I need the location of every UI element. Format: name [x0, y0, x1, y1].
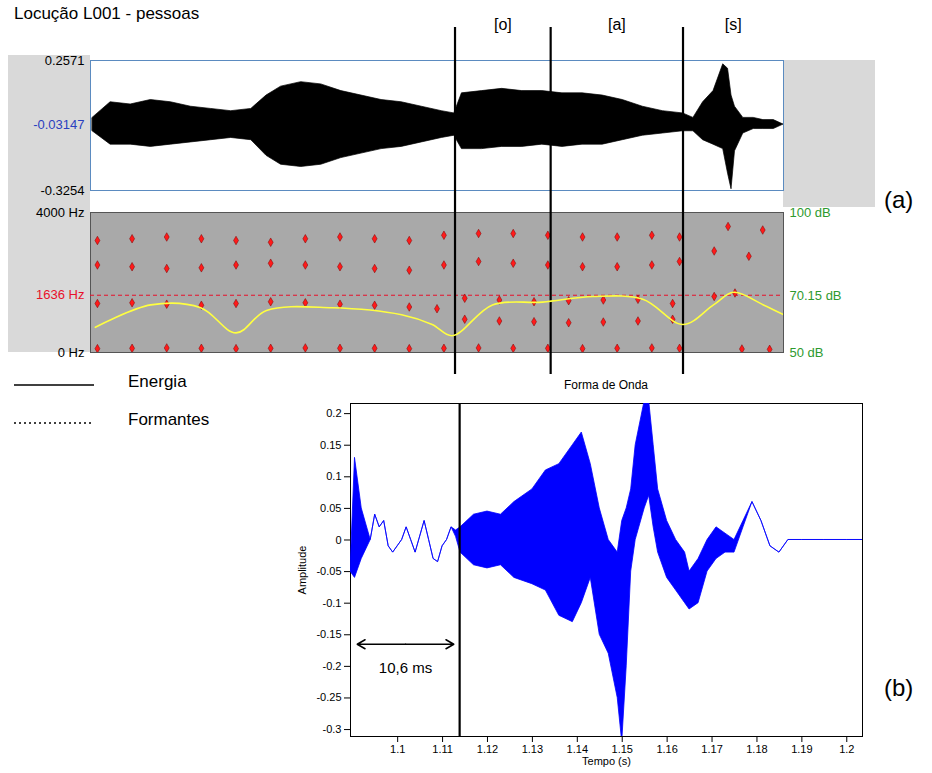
- html-text:Locução L001 - pessoas: Locução L001 - pessoas: [14, 4, 200, 23]
- svg-text:Tempo (s): Tempo (s): [582, 755, 631, 767]
- svg-text:1.11: 1.11: [432, 743, 453, 755]
- svg-text:1.18: 1.18: [746, 743, 767, 755]
- svg-text:[a]: [a]: [608, 16, 626, 33]
- svg-text:-0.2: -0.2: [323, 660, 342, 672]
- svg-text:0.15: 0.15: [320, 439, 341, 451]
- svg-text:0.2: 0.2: [326, 407, 341, 419]
- svg-text:1636 Hz: 1636 Hz: [36, 287, 84, 302]
- svg-text:1.15: 1.15: [612, 743, 633, 755]
- svg-text:-0.1: -0.1: [323, 597, 342, 609]
- svg-text:0: 0: [335, 534, 341, 546]
- svg-text:1.2: 1.2: [839, 743, 854, 755]
- svg-text:70.15 dB: 70.15 dB: [790, 288, 842, 303]
- html-text:(b): (b): [884, 674, 914, 701]
- svg-text:1.16: 1.16: [656, 743, 677, 755]
- html-text:(a): (a): [884, 186, 914, 213]
- svg-text:1.1: 1.1: [390, 743, 405, 755]
- svg-text:100 dB: 100 dB: [790, 205, 831, 220]
- svg-text:0 Hz: 0 Hz: [58, 345, 85, 360]
- svg-text:[s]: [s]: [725, 16, 742, 33]
- svg-text:1.14: 1.14: [567, 743, 588, 755]
- html-text:Energia: Energia: [128, 372, 187, 391]
- svg-text:0.2571: 0.2571: [45, 53, 85, 68]
- svg-text:0.1: 0.1: [326, 470, 341, 482]
- svg-text:-0.25: -0.25: [316, 691, 341, 703]
- svg-text:1.19: 1.19: [791, 743, 812, 755]
- svg-text:-0.15: -0.15: [316, 628, 341, 640]
- svg-text:-0.03147: -0.03147: [33, 117, 84, 132]
- svg-text:0.05: 0.05: [320, 502, 341, 514]
- svg-text:-0.3: -0.3: [323, 723, 342, 735]
- svg-text:1.12: 1.12: [477, 743, 498, 755]
- svg-text:-0.05: -0.05: [316, 565, 341, 577]
- svg-text:1.17: 1.17: [701, 743, 722, 755]
- svg-text:50 dB: 50 dB: [790, 345, 824, 360]
- svg-text:-0.3254: -0.3254: [40, 183, 84, 198]
- svg-text:10,6 ms: 10,6 ms: [379, 659, 432, 676]
- svg-text:Amplitude: Amplitude: [296, 546, 308, 595]
- html-text:Forma de Onda: Forma de Onda: [564, 378, 648, 392]
- svg-text:[o]: [o]: [494, 16, 512, 33]
- svg-text:1.13: 1.13: [522, 743, 543, 755]
- svg-text:4000 Hz: 4000 Hz: [36, 205, 84, 220]
- html-text:Formantes: Formantes: [128, 410, 210, 429]
